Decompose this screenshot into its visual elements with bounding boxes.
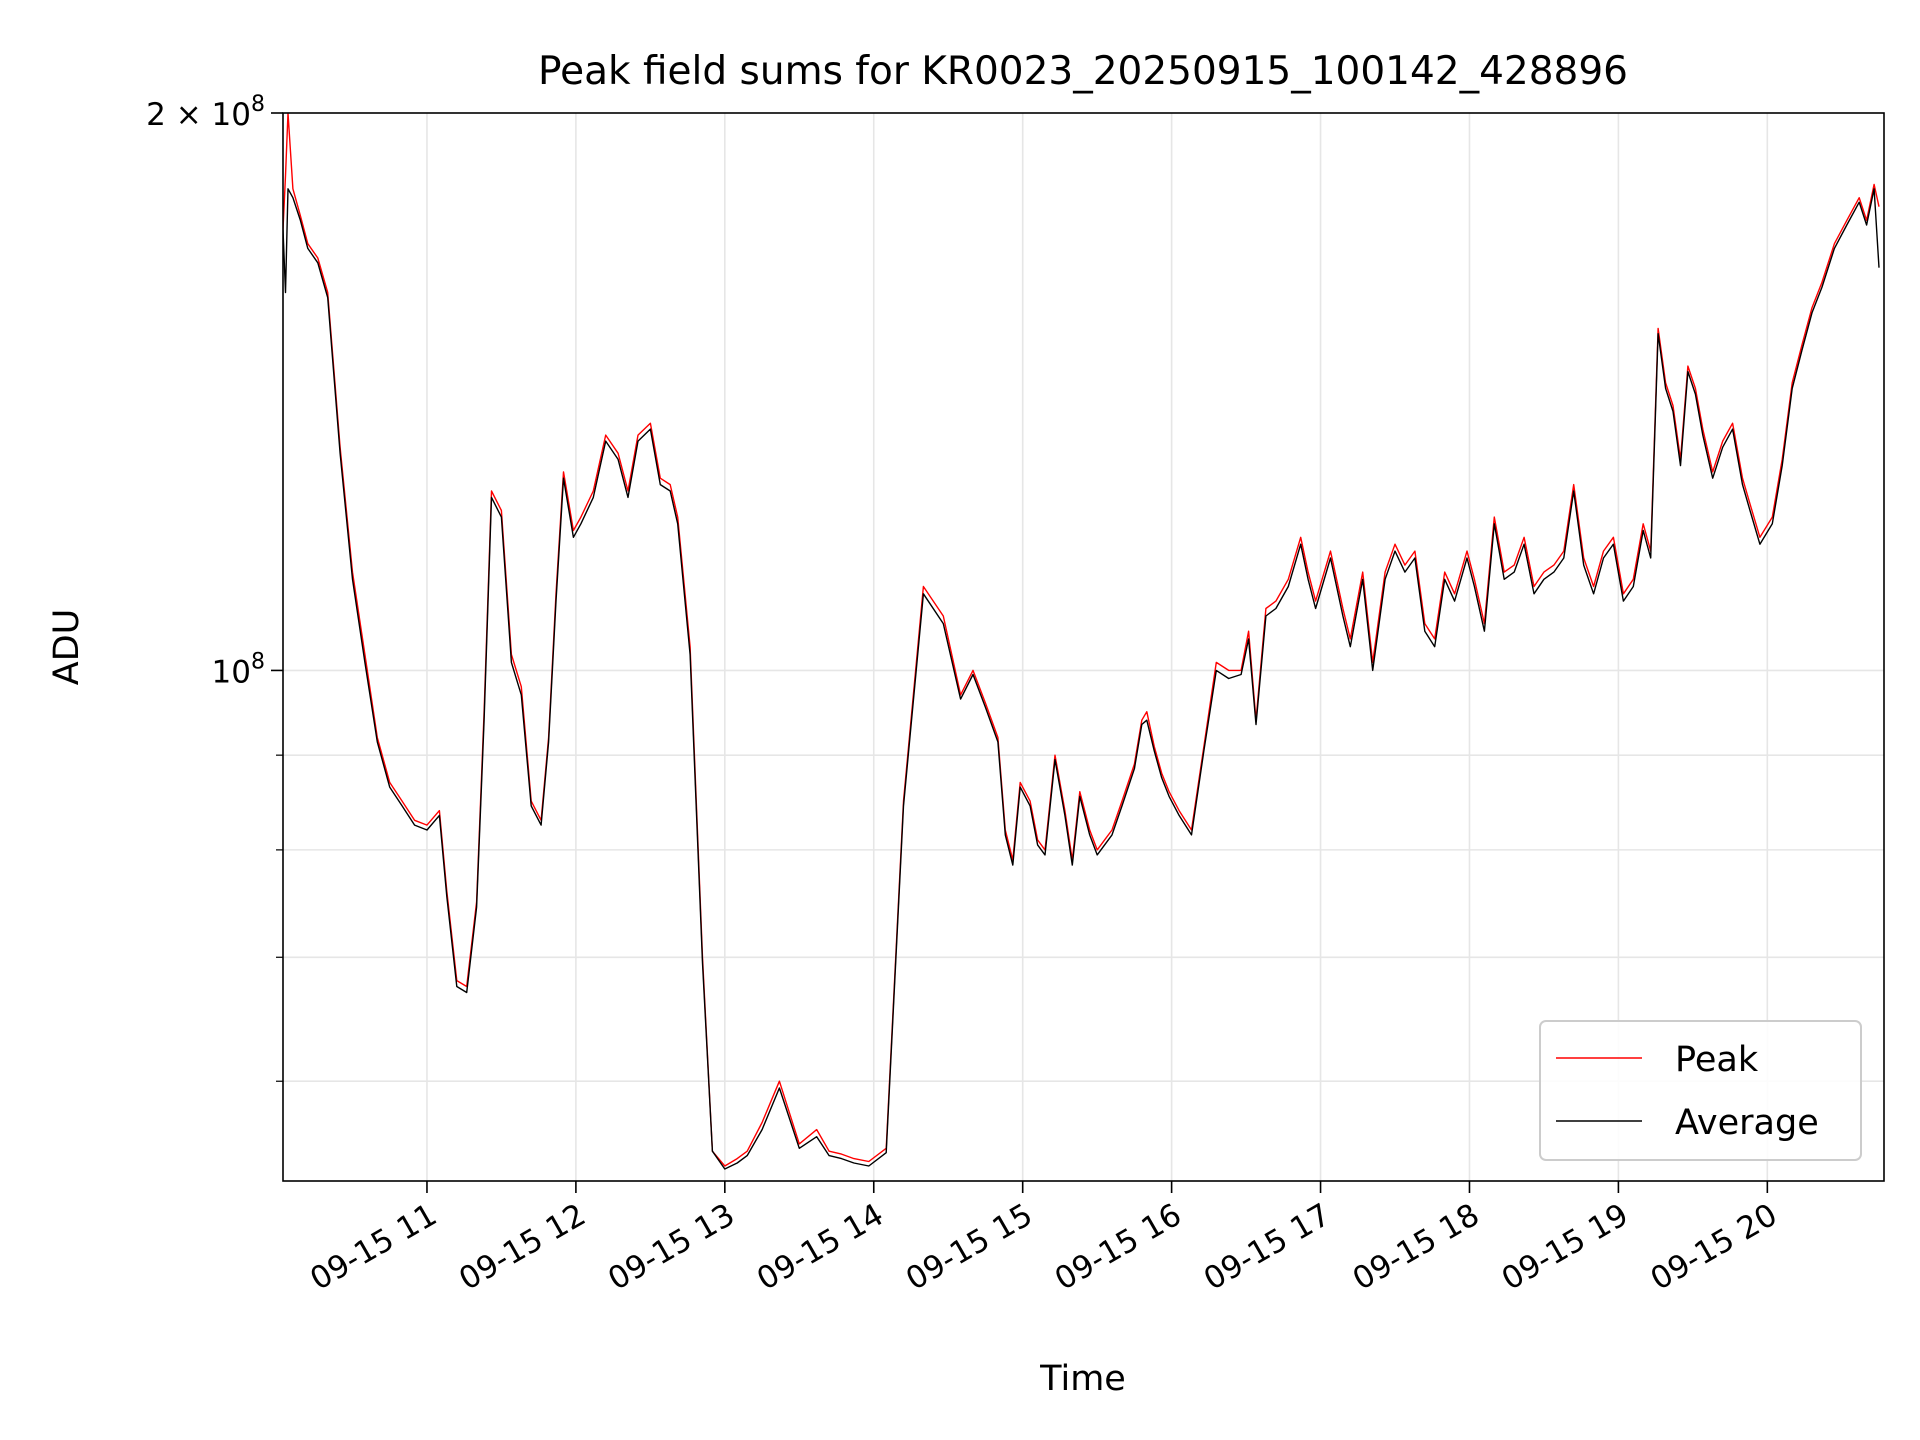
chart-title: Peak field sums for KR0023_20250915_1001… [538,49,1628,94]
legend-label-peak: Peak [1675,1040,1759,1080]
x-axis-label: Time [1039,1359,1126,1399]
legend-label-average: Average [1675,1103,1819,1143]
plot-frame [282,112,1885,1182]
series-layer [283,113,1880,1170]
series-line-average [283,188,1880,1170]
grid [283,113,1884,1181]
legend-box [1539,1020,1862,1161]
legend: Peak Average [1539,1020,1862,1161]
y-tick-label: 2 × 108 [146,92,265,133]
y-axis-label: ADU [47,609,87,686]
